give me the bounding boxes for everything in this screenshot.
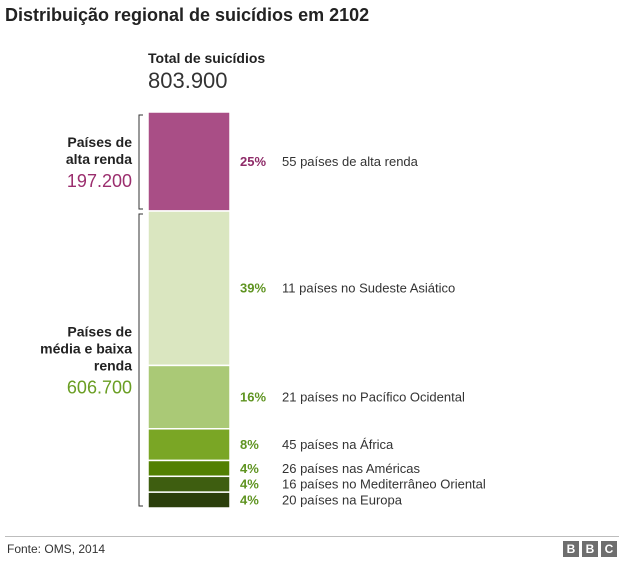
bar-segment xyxy=(147,364,231,430)
total-label: Total de suicídios xyxy=(148,50,266,66)
group-label: alta renda xyxy=(66,151,132,167)
stacked-bar-chart: 25% 55 países de alta renda 39% 11 países n… xyxy=(40,111,486,509)
bbc-logo: B B C xyxy=(563,541,617,557)
bbc-logo-letter: B xyxy=(582,541,598,557)
bar-segment xyxy=(147,428,231,462)
segment-label: 45 países na África xyxy=(282,437,394,452)
group-label: média e baixa xyxy=(40,341,132,357)
chart-title: Distribuição regional de suicídios em 21… xyxy=(5,5,370,25)
segment-percent-label: 4% xyxy=(240,477,259,492)
bar-segment xyxy=(147,491,231,509)
bbc-logo-letter: B xyxy=(563,541,579,557)
segment-label: 20 países na Europa xyxy=(282,493,403,508)
segment-label: 16 países no Mediterrâneo Oriental xyxy=(282,477,486,492)
total-value: 803.900 xyxy=(148,68,228,93)
group-bracket xyxy=(138,213,143,507)
footer-divider xyxy=(5,536,619,537)
segment-percent-label: 4% xyxy=(240,493,259,508)
bar-segment xyxy=(147,210,231,367)
bbc-logo-letter: C xyxy=(601,541,617,557)
segment-percent-label: 16% xyxy=(240,390,266,405)
segment-percent-label: 25% xyxy=(240,154,266,169)
segment-label: 55 países de alta renda xyxy=(282,154,419,169)
group-label: Países de xyxy=(67,324,132,340)
group-label: renda xyxy=(94,358,132,374)
segment-label: 11 países no Sudeste Asiático xyxy=(282,281,455,296)
segment-percent-label: 8% xyxy=(240,437,259,452)
group-label: Países de xyxy=(67,134,132,150)
group-bracket xyxy=(138,114,143,210)
segment-label: 21 países no Pacífico Ocidental xyxy=(282,390,465,405)
segment-percent-label: 4% xyxy=(240,461,259,476)
bar-segment xyxy=(147,459,231,478)
footer-source: Fonte: OMS, 2014 xyxy=(7,542,106,556)
group-value: 197.200 xyxy=(67,171,132,191)
segment-label: 26 países nas Américas xyxy=(282,461,421,476)
bar-segment xyxy=(147,475,231,493)
group-value: 606.700 xyxy=(67,378,132,398)
segment-percent-label: 39% xyxy=(240,281,266,296)
bar-segment xyxy=(147,111,231,212)
